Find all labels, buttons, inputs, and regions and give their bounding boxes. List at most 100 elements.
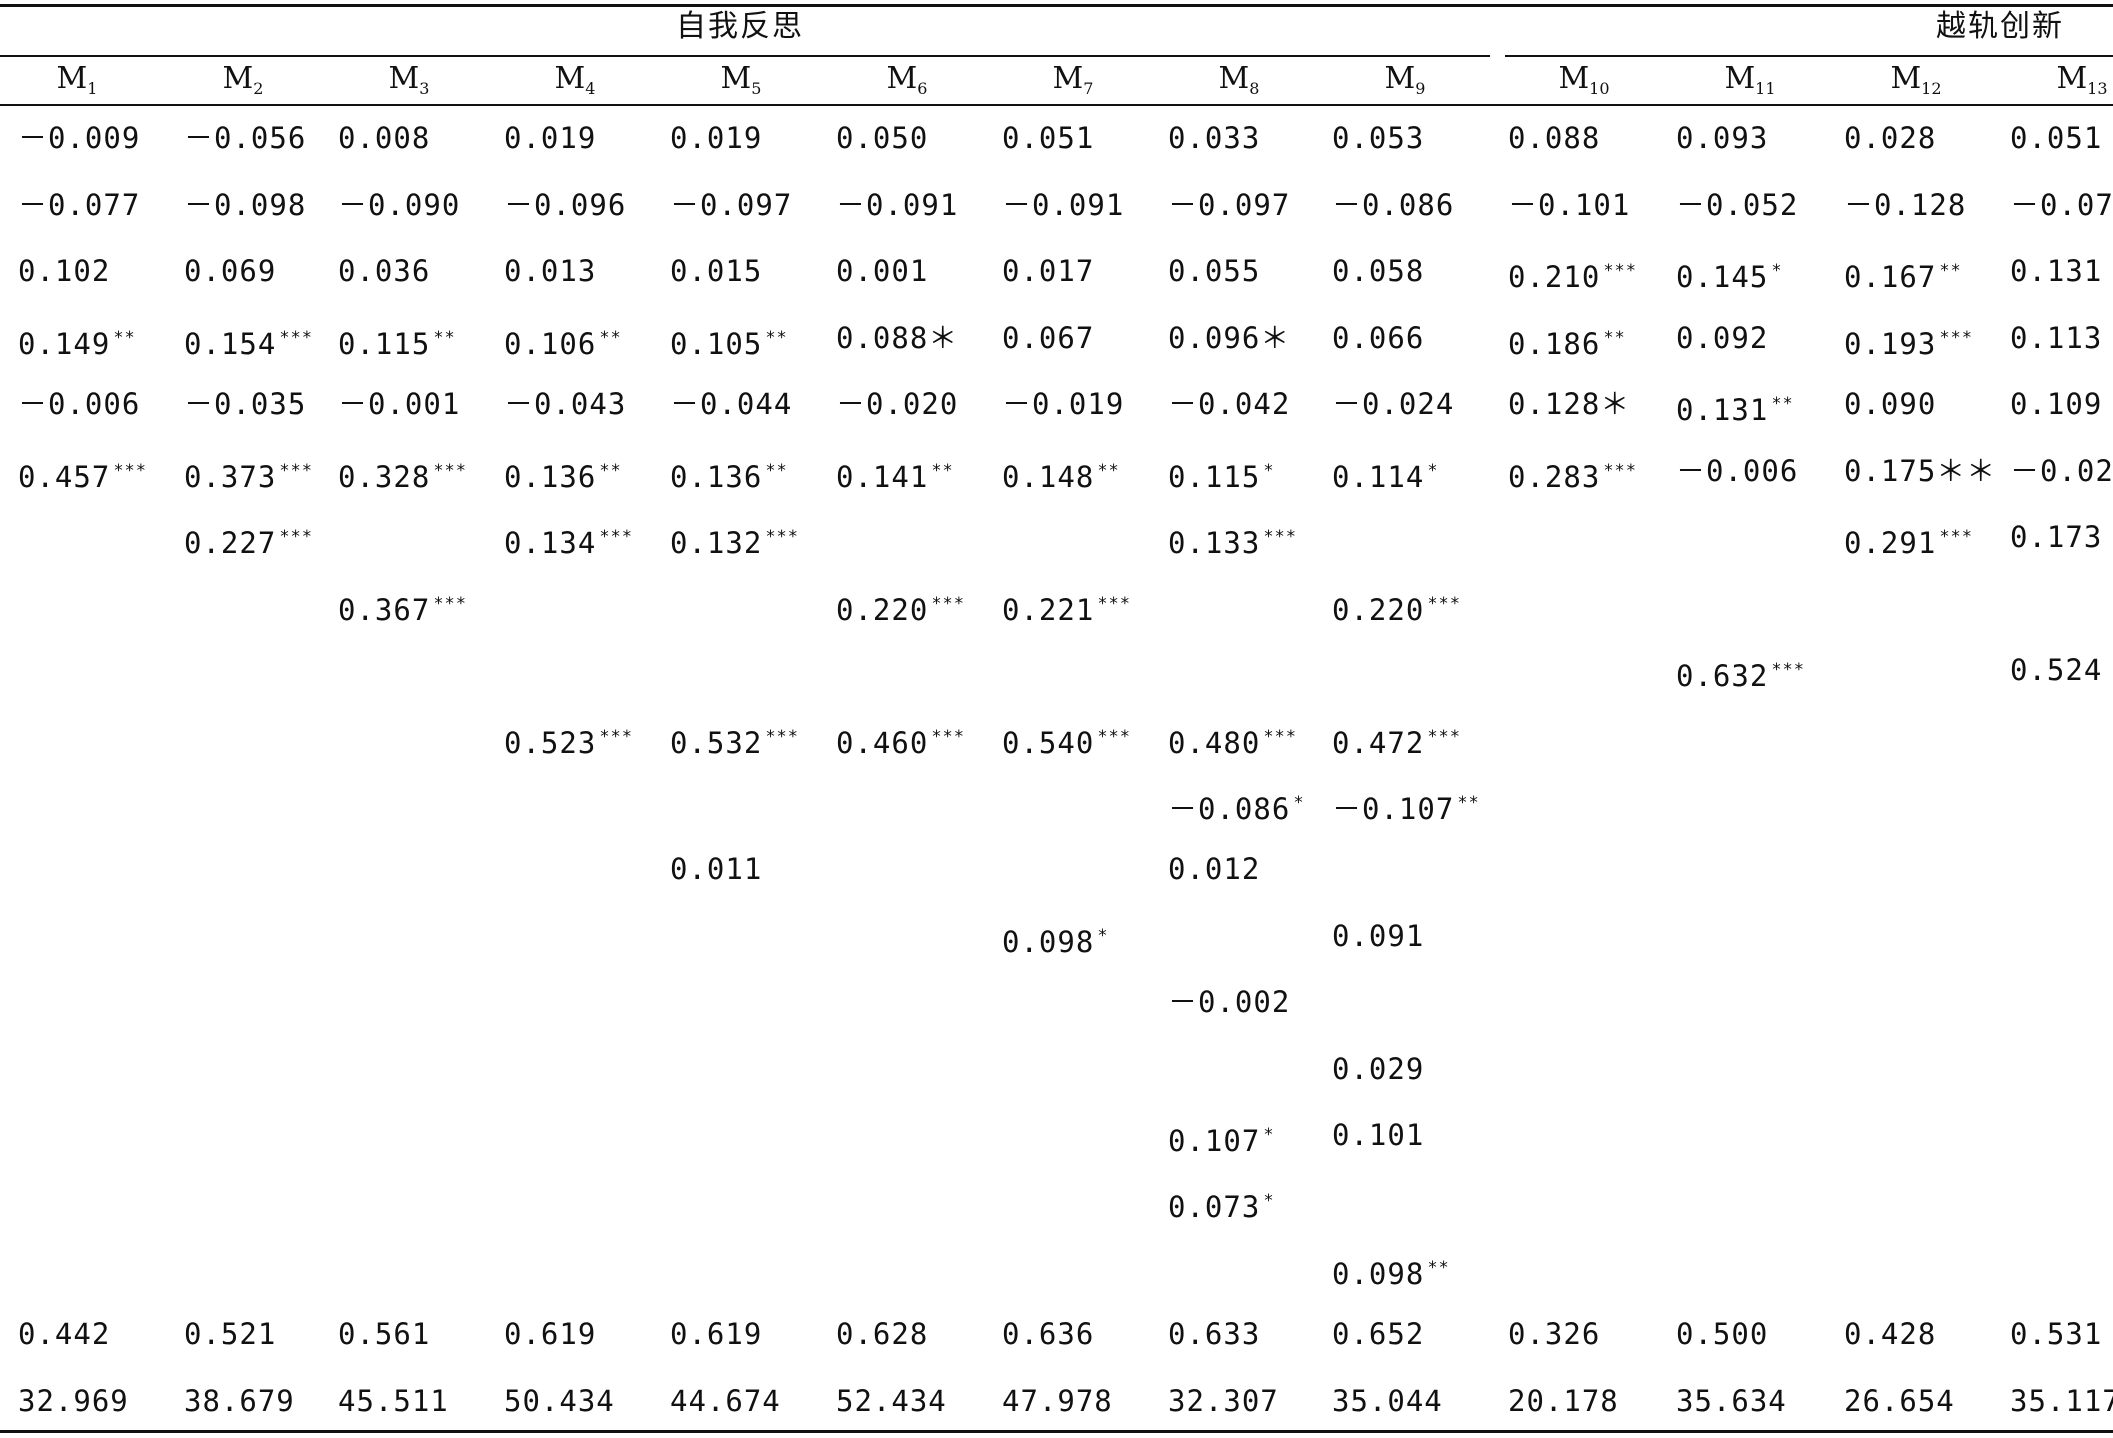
- table-cell: 32.307: [1168, 1385, 1279, 1417]
- table-cell: 0.283 ***: [1508, 455, 1637, 493]
- cell-value: －0.107: [1332, 792, 1455, 826]
- column-header-base: M: [1384, 61, 1416, 96]
- table-cell: －0.044: [670, 388, 792, 420]
- column-header-base: M: [554, 61, 586, 96]
- table-cell: －0.128: [1844, 189, 1966, 221]
- table-cell: 0.028: [1844, 122, 1936, 154]
- cell-value: －0.002: [1168, 985, 1291, 1019]
- column-header-base: M: [1218, 61, 1250, 96]
- table-cell: 0.088＊: [836, 322, 958, 354]
- significance-marker: **: [599, 461, 622, 481]
- cell-value: 52.434: [836, 1384, 947, 1418]
- cell-value: 0.521: [184, 1317, 277, 1351]
- cell-value: 0.524: [2010, 653, 2103, 687]
- cell-value: －0.128: [1844, 188, 1967, 222]
- significance-marker: **: [1457, 793, 1480, 813]
- significance-marker: ***: [279, 527, 314, 547]
- cell-value: 0.220: [1332, 593, 1425, 627]
- table-cell: 0.114 *: [1332, 455, 1439, 493]
- cell-value: 0.066: [1332, 321, 1425, 355]
- table-cell: 0.051: [1002, 122, 1094, 154]
- column-header-subscript: 2: [253, 79, 264, 98]
- significance-marker: **: [765, 328, 788, 348]
- significance-marker: ***: [113, 461, 148, 481]
- table-cell: －0.024: [1332, 388, 1454, 420]
- table-cell: 0.102: [18, 255, 110, 287]
- table-cell: 0.069: [184, 255, 276, 287]
- significance-marker: *: [1263, 461, 1275, 481]
- table-cell: 0.367 ***: [338, 588, 467, 626]
- cell-value: 0.029: [1332, 1052, 1425, 1086]
- column-header-m6: M6: [847, 64, 967, 104]
- cell-value: 0.051: [1002, 121, 1095, 155]
- column-header-m8: M8: [1179, 64, 1299, 104]
- header-rule: [0, 104, 2113, 106]
- table-cell: 47.978: [1002, 1385, 1113, 1417]
- cell-value: 0.136: [504, 460, 597, 494]
- column-header-m9: M9: [1345, 64, 1465, 104]
- cell-value: 26.654: [1844, 1384, 1955, 1418]
- cell-value: －0.096: [504, 188, 627, 222]
- cell-value: 0.561: [338, 1317, 431, 1351]
- cell-value: 0.105: [670, 327, 763, 361]
- significance-marker: **: [1603, 328, 1626, 348]
- table-cell: 0.098 **: [1332, 1252, 1450, 1290]
- table-cell: 0.098 *: [1002, 920, 1109, 958]
- cell-value: 0.017: [1002, 254, 1095, 288]
- cell-value: 0.193: [1844, 327, 1937, 361]
- cell-value: 0.019: [670, 121, 763, 155]
- column-header-subscript: 10: [1589, 79, 1610, 98]
- table-cell: 0.055: [1168, 255, 1260, 287]
- table-cell: 0.088: [1508, 122, 1600, 154]
- cell-value: 0.008: [338, 121, 431, 155]
- column-header-base: M: [1724, 61, 1756, 96]
- table-cell: 0.115 *: [1168, 455, 1275, 493]
- cell-value: －0.097: [1168, 188, 1291, 222]
- table-cell: －0.091: [836, 189, 958, 221]
- cell-value: －0.079: [2010, 188, 2113, 222]
- table-cell: 0.105 **: [670, 322, 788, 360]
- table-cell: －0.056: [184, 122, 306, 154]
- cell-value: 0.019: [504, 121, 597, 155]
- cell-value: 20.178: [1508, 1384, 1619, 1418]
- significance-marker: **: [931, 461, 954, 481]
- table-cell: 0.167 **: [1844, 255, 1962, 293]
- cell-value: 0.619: [504, 1317, 597, 1351]
- table-cell: 0.220 ***: [1332, 588, 1461, 626]
- cell-value: 0.107: [1168, 1124, 1261, 1158]
- significance-marker: ***: [1263, 527, 1298, 547]
- group-title-deviant-innovation: 越轨创新: [1936, 9, 2064, 44]
- table-cell: 0.058: [1332, 255, 1424, 287]
- cell-value: 0.133: [1168, 526, 1261, 560]
- cell-value: 0.428: [1844, 1317, 1937, 1351]
- cell-value: 0.109: [2010, 387, 2103, 421]
- cell-value: 35.117: [2010, 1384, 2113, 1418]
- cell-value: 0.148: [1002, 460, 1095, 494]
- table-cell: 0.636: [1002, 1318, 1094, 1350]
- significance-marker: **: [765, 461, 788, 481]
- table-cell: 0.092: [1676, 322, 1768, 354]
- table-cell: －0.020: [836, 388, 958, 420]
- cell-value: 0.619: [670, 1317, 763, 1351]
- table-cell: 0.136 **: [504, 455, 622, 493]
- table-cell: 0.113: [2010, 322, 2102, 354]
- table-cell: 0.141 **: [836, 455, 954, 493]
- table-cell: －0.086: [1332, 189, 1454, 221]
- significance-marker: *: [1427, 461, 1439, 481]
- table-cell: 0.128＊: [1508, 388, 1630, 420]
- table-cell: －0.096: [504, 189, 626, 221]
- table-cell: 0.326: [1508, 1318, 1600, 1350]
- cell-value: －0.020: [836, 387, 959, 421]
- table-cell: 0.115 **: [338, 322, 456, 360]
- column-header-subscript: 5: [751, 79, 762, 98]
- cell-value: 0.114: [1332, 460, 1425, 494]
- cell-value: 0.367: [338, 593, 431, 627]
- table-cell: 0.101: [1332, 1119, 1424, 1151]
- cell-value: －0.001: [338, 387, 461, 421]
- cell-value: 0.113: [2010, 321, 2103, 355]
- significance-marker: ***: [279, 461, 314, 481]
- cell-value: 0.175＊＊: [1844, 454, 1997, 488]
- group-rule-deviant-innovation: [1505, 55, 2113, 57]
- table-cell: 0.012: [1168, 853, 1260, 885]
- significance-marker: **: [433, 328, 456, 348]
